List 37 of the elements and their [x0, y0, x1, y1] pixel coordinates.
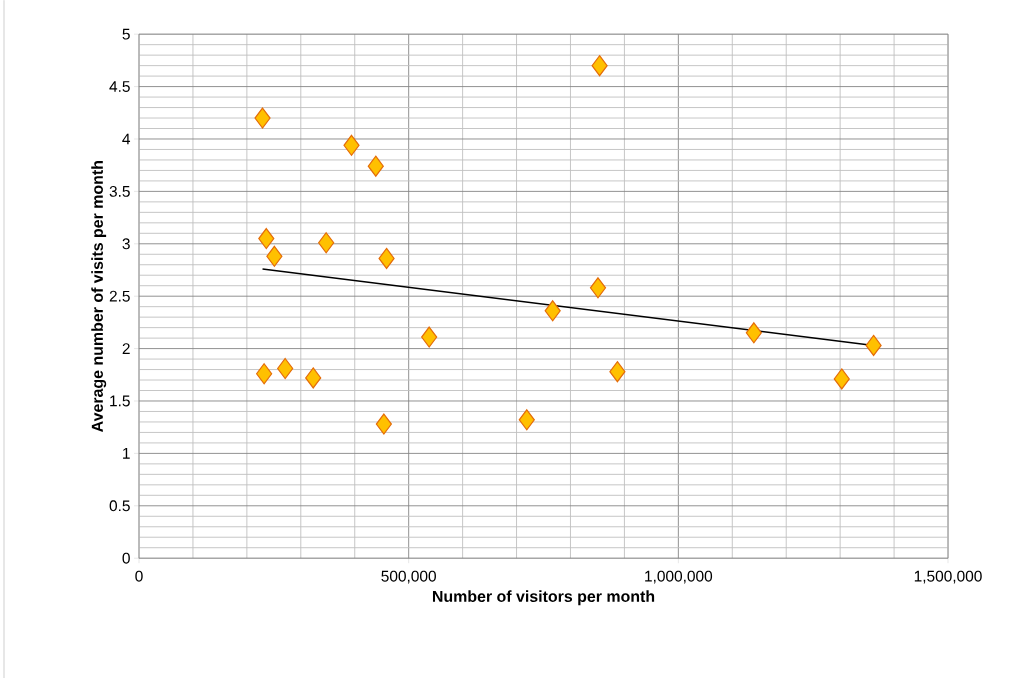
point	[256, 362, 273, 385]
y-tick-label: 2	[122, 343, 130, 354]
y-tick-label: 4.5	[109, 81, 130, 92]
point	[258, 227, 275, 249]
point	[518, 409, 535, 431]
y-tick-label: 3.5	[109, 185, 130, 197]
y-tick-label: 5	[122, 28, 130, 40]
point	[609, 360, 626, 383]
y-tick-label: 4	[122, 133, 131, 145]
x-axis-title: Number of visitors per month	[432, 590, 655, 605]
point	[378, 247, 395, 269]
point	[367, 155, 384, 177]
x-tick-label: 1,000,000	[645, 570, 713, 584]
y-tick-label: 2.5	[109, 290, 130, 302]
point	[833, 368, 850, 390]
point	[305, 367, 322, 389]
y-tick-label: 1.5	[110, 395, 130, 407]
point	[375, 413, 392, 435]
point	[318, 231, 335, 254]
point	[745, 322, 762, 344]
y-tick-label: 0.5	[109, 500, 130, 512]
point	[343, 134, 360, 156]
point	[266, 245, 283, 267]
x-tick-label: 0	[135, 570, 143, 582]
y-tick-label: 1	[123, 447, 130, 459]
point	[589, 277, 607, 299]
point	[544, 300, 561, 322]
point	[591, 54, 608, 77]
point	[421, 326, 438, 348]
y-tick-label: 0	[122, 552, 130, 564]
y-axis-title: Average number of visits per month	[91, 160, 107, 432]
y-tick-label: 3	[122, 238, 130, 250]
point	[865, 334, 882, 356]
x-tick-label: 1,500,000	[914, 570, 982, 584]
x-tick-label: 500,000	[381, 570, 436, 584]
point	[254, 107, 271, 129]
point	[277, 357, 294, 379]
